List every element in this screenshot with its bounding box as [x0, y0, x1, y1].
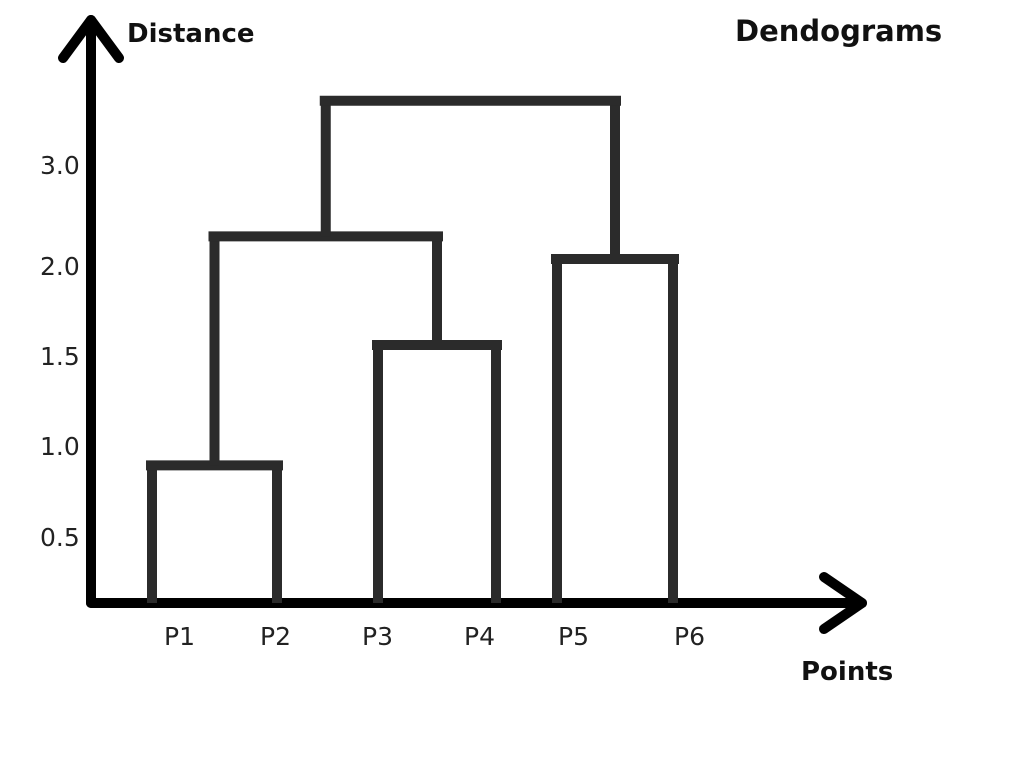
- leaf-label: P2: [260, 622, 291, 651]
- chart-title: Dendograms: [735, 14, 942, 48]
- leaf-label: P3: [362, 622, 393, 651]
- y-tick-label: 1.5: [40, 342, 80, 371]
- leaf-label: P1: [164, 622, 195, 651]
- leaf-label: P6: [674, 622, 705, 651]
- y-axis-arrowhead: [58, 15, 124, 63]
- y-axis-title: Distance: [127, 19, 255, 49]
- y-tick-label: 0.5: [40, 523, 80, 552]
- x-axis-title: Points: [801, 657, 893, 687]
- y-tick-label: 2.0: [40, 252, 80, 281]
- x-axis-arrowhead: [819, 572, 867, 634]
- y-tick-labels: 0.5 1.0 1.5 2.0 3.0: [40, 151, 80, 552]
- axes: [58, 15, 867, 634]
- dendrogram-links: [146, 95, 679, 603]
- leaf-label: P4: [464, 622, 495, 651]
- leaf-labels: P1 P2 P3 P4 P5 P6: [164, 622, 705, 651]
- y-tick-label: 3.0: [40, 151, 80, 180]
- leaf-label: P5: [558, 622, 589, 651]
- y-tick-label: 1.0: [40, 432, 80, 461]
